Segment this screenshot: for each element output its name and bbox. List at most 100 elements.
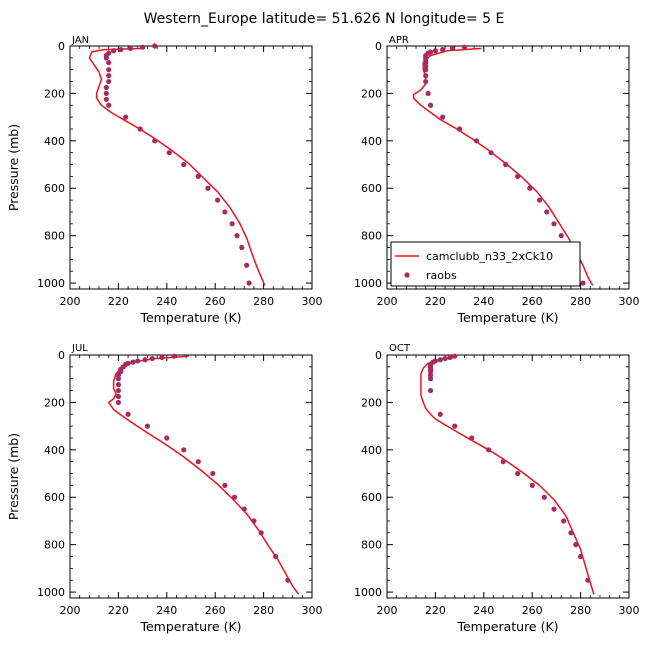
- x-tick-label: 240: [473, 295, 494, 308]
- x-axis-label: Temperature (K): [139, 619, 241, 634]
- y-tick-label: 800: [361, 539, 382, 552]
- raobs-point: [423, 67, 429, 73]
- x-tick-label: 300: [619, 295, 640, 308]
- raobs-point: [578, 553, 584, 560]
- y-tick-label: 800: [44, 230, 65, 243]
- x-tick-label: 300: [619, 604, 640, 617]
- x-tick-label: 240: [473, 604, 494, 617]
- raobs-point: [152, 43, 158, 49]
- raobs-point: [469, 435, 475, 441]
- raobs-point: [573, 542, 579, 548]
- x-tick-label: 220: [108, 604, 129, 617]
- model-profile-line: [88, 47, 266, 286]
- plot-area: 200 220 240 260 280 300 0 200 400 600 800 1000 Tempe…: [354, 40, 640, 325]
- raobs-point: [447, 354, 453, 360]
- x-tick-label: 280: [570, 295, 591, 308]
- raobs-point: [135, 358, 141, 364]
- panel-label: APR: [389, 35, 409, 46]
- raobs-point: [452, 353, 458, 359]
- y-tick-label: 600: [44, 491, 65, 504]
- raobs-point: [423, 73, 429, 79]
- raobs-point: [427, 376, 434, 382]
- panel-apr: APR 200 220 240 260 280 300 0 200 400 600 800 1000 T…: [354, 35, 640, 325]
- raobs-point: [427, 387, 434, 394]
- x-tick-label: 280: [253, 604, 274, 617]
- raobs-point: [442, 355, 448, 362]
- raobs-point: [195, 459, 201, 465]
- raobs-point: [241, 506, 247, 512]
- raobs-point: [115, 372, 121, 378]
- raobs-point: [437, 411, 443, 417]
- x-tick-label: 200: [60, 604, 81, 617]
- raobs-point: [229, 221, 235, 227]
- model-profile-line: [107, 355, 300, 595]
- raobs-point: [103, 55, 109, 61]
- raobs-point: [551, 221, 557, 227]
- raobs-point: [106, 102, 112, 108]
- raobs-point: [558, 233, 564, 239]
- x-tick-label: 220: [425, 295, 446, 308]
- plot-frame: [386, 45, 630, 290]
- raobs-point: [239, 244, 245, 251]
- y-tick-label: 1000: [37, 586, 65, 599]
- panel-label: OCT: [389, 343, 411, 354]
- y-tick-label: 1000: [37, 277, 65, 290]
- x-axis-label: Temperature (K): [456, 619, 558, 634]
- y-axis-label: Pressure (mb): [6, 433, 21, 520]
- panel-oct: OCT 200 220 240 260 280 300 0 200 400 600 800 1000 T…: [354, 343, 640, 634]
- plot-frame: [69, 354, 313, 599]
- x-tick-label: 280: [570, 604, 591, 617]
- x-tick-label: 220: [425, 604, 446, 617]
- raobs-point: [106, 67, 112, 73]
- y-tick-label: 400: [44, 135, 65, 148]
- y-tick-label: 0: [375, 40, 382, 53]
- raobs-point: [205, 185, 211, 191]
- raobs-point: [110, 48, 117, 54]
- raobs-point: [536, 197, 543, 203]
- x-tick-label: 240: [156, 604, 177, 617]
- raobs-point: [106, 59, 112, 66]
- y-tick-label: 600: [361, 182, 382, 195]
- y-tick-label: 800: [361, 230, 382, 243]
- raobs-point: [423, 78, 429, 85]
- x-tick-label: 280: [253, 295, 274, 308]
- raobs-point: [423, 59, 429, 66]
- legend-entry-model: camclubb_n33_2xCk10: [426, 250, 553, 263]
- raobs-point: [103, 96, 109, 102]
- raobs-point: [159, 354, 165, 360]
- y-tick-label: 400: [44, 444, 65, 457]
- raobs-point: [115, 382, 121, 388]
- raobs-point: [258, 530, 264, 536]
- raobs-point: [423, 63, 429, 69]
- raobs-point: [106, 78, 112, 85]
- raobs-point: [529, 482, 535, 488]
- raobs-point: [231, 494, 238, 500]
- raobs-point: [544, 209, 550, 215]
- raobs-point: [561, 518, 567, 524]
- raobs-point: [125, 411, 131, 417]
- raobs-point: [171, 353, 177, 359]
- raobs-point: [425, 90, 431, 97]
- raobs-point: [486, 447, 492, 453]
- raobs-point: [500, 459, 506, 465]
- raobs-point: [440, 46, 446, 53]
- y-tick-label: 200: [44, 396, 65, 409]
- raobs-point: [551, 506, 557, 512]
- raobs-point: [152, 138, 158, 144]
- raobs-point: [251, 518, 257, 524]
- y-tick-label: 600: [361, 491, 382, 504]
- figure-title: Western_Europe latitude= 51.626 N longit…: [144, 11, 505, 27]
- raobs-point: [244, 262, 250, 268]
- panel-label: JUL: [71, 343, 88, 354]
- raobs-point: [115, 399, 121, 406]
- raobs-point: [432, 48, 438, 54]
- y-tick-label: 200: [361, 87, 382, 100]
- panel-jan: JAN 200 220 240 260 280 300 0 200 400 600 800 1000 T…: [6, 35, 323, 325]
- legend-box: [390, 241, 581, 287]
- raobs-point: [568, 530, 574, 536]
- raobs-point: [210, 470, 216, 477]
- x-tick-label: 200: [60, 295, 81, 308]
- y-tick-label: 1000: [354, 586, 382, 599]
- y-axis-label: Pressure (mb): [6, 124, 21, 211]
